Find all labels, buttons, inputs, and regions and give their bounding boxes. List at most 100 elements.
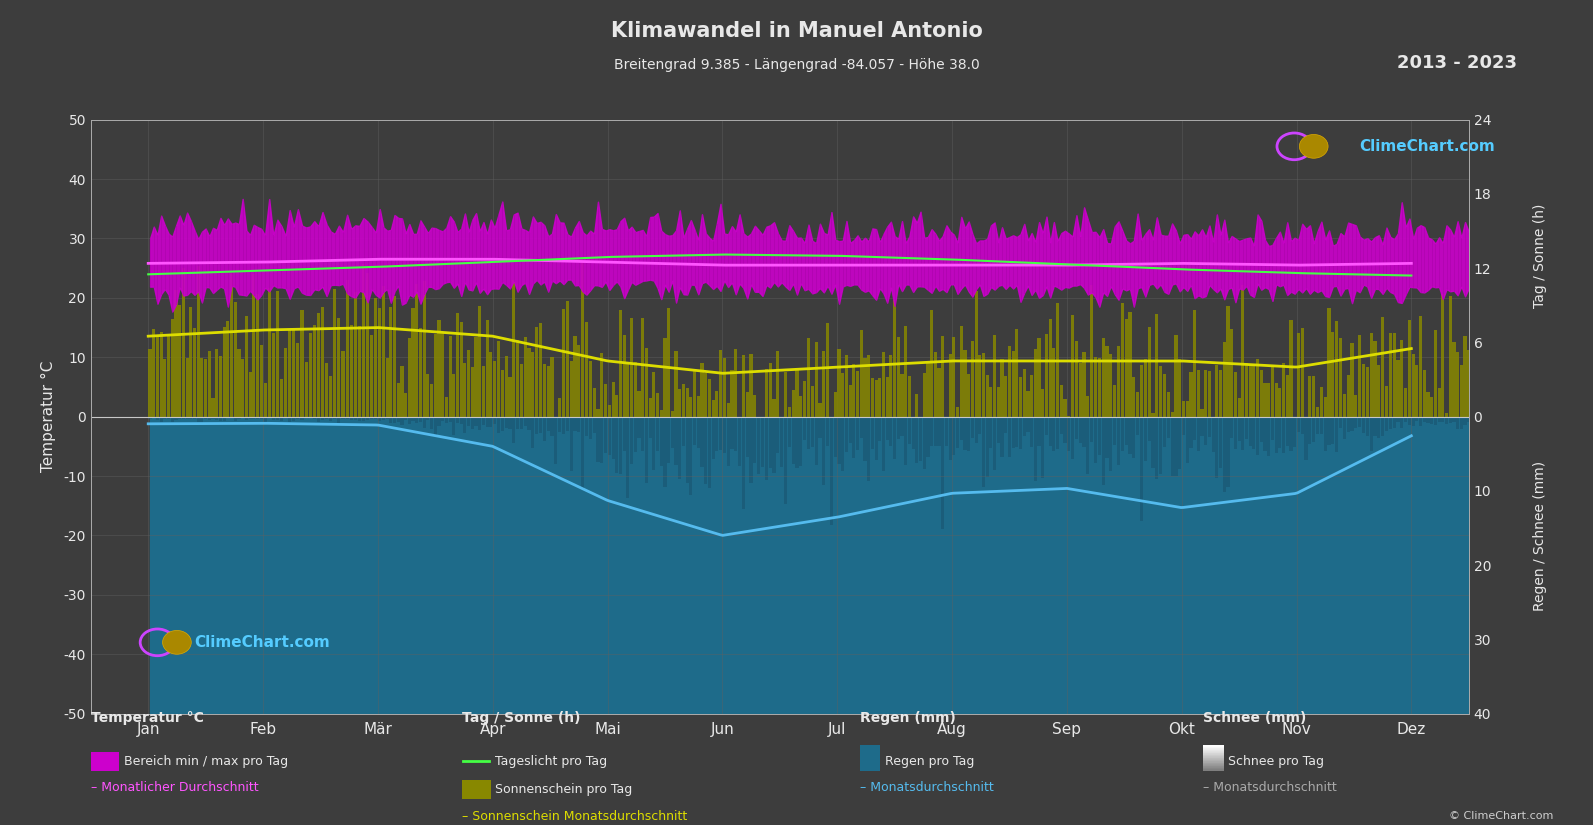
Bar (1431, 397, 1434, 417)
Bar (527, 417, 530, 430)
Bar (1453, 342, 1456, 417)
Bar (609, 417, 612, 455)
Bar (1185, 417, 1188, 463)
Bar (645, 417, 648, 483)
Bar (1121, 303, 1125, 417)
Bar (312, 417, 315, 419)
Bar (1453, 417, 1456, 422)
Bar (852, 364, 855, 417)
Bar (696, 417, 699, 448)
Bar (1381, 318, 1384, 417)
Bar (276, 417, 279, 420)
Bar (148, 417, 151, 419)
Bar (989, 417, 992, 448)
Bar (1384, 417, 1388, 431)
Bar (1193, 417, 1196, 441)
Bar (1464, 337, 1467, 417)
Bar (814, 342, 817, 417)
Bar (667, 309, 671, 417)
Bar (753, 395, 757, 417)
Bar (1362, 364, 1365, 417)
Bar (631, 417, 632, 464)
Bar (1238, 398, 1241, 417)
Bar (304, 417, 307, 418)
Bar (577, 345, 580, 417)
Bar (1300, 417, 1303, 434)
Bar (1083, 417, 1086, 447)
Bar (795, 417, 798, 469)
Bar (833, 417, 836, 457)
Bar (416, 284, 419, 417)
Bar (330, 376, 333, 417)
Bar (1423, 370, 1426, 417)
Bar (765, 370, 768, 417)
Bar (789, 408, 790, 417)
Bar (1144, 359, 1147, 417)
Bar (338, 318, 341, 417)
Text: Tageslicht pro Tag: Tageslicht pro Tag (495, 755, 607, 768)
Bar (1297, 333, 1300, 417)
Bar (170, 417, 174, 422)
Bar (1102, 338, 1106, 417)
Bar (182, 417, 185, 419)
Bar (693, 369, 696, 417)
Bar (1244, 417, 1247, 439)
Bar (1053, 417, 1056, 450)
Bar (1515, 337, 1518, 417)
Bar (218, 417, 221, 421)
Bar (1340, 417, 1341, 428)
Bar (800, 396, 803, 417)
Bar (444, 417, 448, 423)
Bar (1408, 320, 1411, 417)
Bar (1354, 417, 1357, 428)
Bar (301, 310, 304, 417)
Bar (441, 417, 444, 422)
Bar (1437, 389, 1440, 417)
Bar (475, 417, 478, 427)
Bar (153, 329, 156, 417)
Bar (532, 417, 535, 448)
Bar (1266, 383, 1270, 417)
Bar (746, 417, 749, 457)
Bar (814, 417, 817, 465)
Text: Temperatur °C: Temperatur °C (91, 711, 204, 725)
Bar (784, 372, 787, 417)
Bar (776, 351, 779, 417)
Bar (1332, 417, 1335, 444)
Bar (945, 417, 948, 446)
Bar (1400, 417, 1403, 428)
Bar (841, 373, 844, 417)
Bar (374, 298, 378, 417)
Bar (981, 417, 984, 488)
Bar (855, 417, 859, 450)
Bar (897, 417, 900, 439)
Bar (726, 417, 730, 466)
Bar (679, 417, 682, 479)
Bar (941, 417, 945, 529)
Bar (516, 417, 519, 429)
Bar (1004, 375, 1007, 417)
Bar (349, 324, 352, 417)
Bar (978, 356, 981, 417)
Bar (1083, 352, 1086, 417)
Bar (1109, 354, 1112, 417)
Bar (685, 388, 688, 417)
Bar (601, 353, 604, 417)
Bar (551, 417, 554, 436)
Bar (478, 417, 481, 430)
Bar (875, 380, 878, 417)
Bar (223, 417, 226, 422)
Bar (1223, 417, 1227, 493)
Bar (1031, 375, 1034, 417)
Bar (953, 417, 956, 455)
Text: Regen / Schnee (mm): Regen / Schnee (mm) (1534, 461, 1547, 611)
Text: ClimeChart.com: ClimeChart.com (1360, 139, 1496, 153)
Bar (207, 351, 210, 417)
Bar (1034, 349, 1037, 417)
Bar (800, 417, 803, 465)
Bar (685, 417, 688, 483)
Bar (1004, 417, 1007, 433)
Bar (330, 417, 333, 421)
Bar (908, 417, 911, 444)
Bar (1133, 377, 1136, 417)
